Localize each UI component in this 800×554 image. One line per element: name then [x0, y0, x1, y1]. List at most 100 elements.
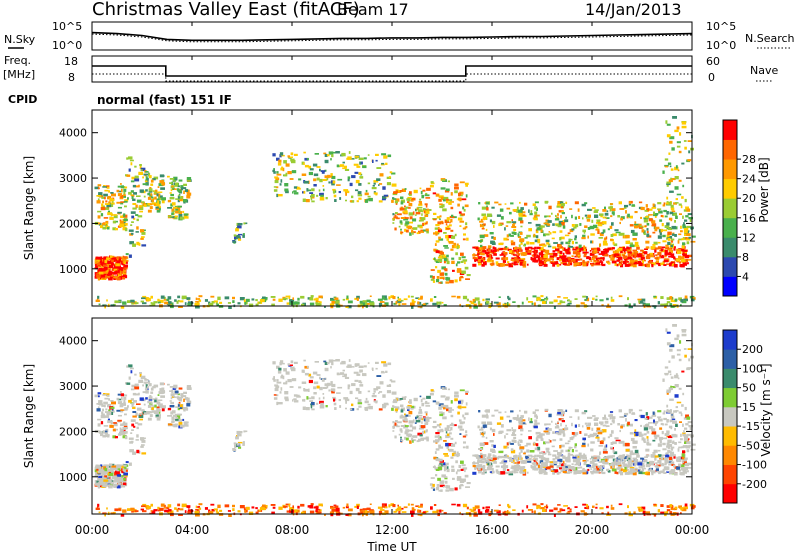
power-cell	[508, 264, 514, 268]
power-cell	[546, 242, 550, 245]
power-cell	[562, 252, 565, 256]
power-cell	[673, 213, 677, 216]
power-cell	[303, 180, 309, 184]
velocity-cell	[650, 454, 656, 458]
power-cell	[458, 256, 462, 260]
velocity-cell	[556, 424, 559, 428]
power-cell	[512, 222, 516, 225]
power-cell	[543, 255, 548, 259]
velocity-cell	[289, 386, 294, 388]
velocity-cell	[525, 456, 529, 459]
power-cell	[368, 197, 373, 202]
power-cell	[503, 252, 507, 255]
velocity-cell	[338, 399, 341, 402]
velocity-cell	[680, 467, 686, 471]
power-cell	[155, 206, 159, 209]
power-cell	[616, 263, 619, 267]
power-cell	[445, 223, 448, 226]
velocity-cell	[432, 488, 436, 491]
velocity-cell	[98, 479, 104, 483]
power-cell	[597, 257, 603, 260]
velocity-cell	[324, 361, 328, 365]
velocity-cell	[140, 375, 146, 380]
power-cell	[104, 267, 107, 271]
power-cell	[633, 255, 635, 258]
power-cell	[435, 250, 440, 254]
power-cell	[140, 237, 144, 240]
power-cell	[566, 251, 571, 255]
power-cell	[115, 261, 119, 265]
power-cell	[511, 231, 515, 235]
velocity-cell	[408, 410, 413, 415]
velocity-cell	[445, 442, 450, 447]
velocity-cell	[547, 453, 552, 456]
power-cell	[486, 205, 488, 209]
power-cell	[595, 298, 598, 301]
power-cell	[169, 197, 175, 200]
velocity-cell	[316, 385, 320, 389]
power-cell	[443, 261, 446, 264]
velocity-cell	[517, 464, 521, 467]
power-cell	[548, 205, 552, 210]
velocity-cell	[424, 411, 428, 414]
power-cell	[281, 166, 284, 170]
power-cell	[686, 262, 689, 265]
power-cell	[510, 241, 516, 246]
power-cell	[412, 232, 414, 235]
power-cell	[104, 203, 110, 205]
power-cell	[597, 223, 603, 227]
velocity-cell	[95, 472, 97, 475]
power-cell	[645, 303, 650, 307]
velocity-cell	[444, 398, 450, 401]
velocity-cell	[129, 367, 134, 370]
power-cell	[105, 275, 108, 278]
power-cell	[660, 262, 664, 266]
power-cell	[482, 223, 486, 226]
velocity-cell	[109, 472, 114, 476]
power-cell	[664, 158, 669, 161]
velocity-cell	[345, 400, 347, 404]
velocity-cell	[320, 402, 324, 405]
velocity-cell	[552, 454, 557, 457]
velocity-cell	[303, 388, 309, 392]
velocity-cell	[344, 373, 347, 376]
velocity-cell	[131, 384, 136, 388]
velocity-cell	[640, 470, 644, 473]
power-cell	[183, 201, 186, 204]
velocity-cell	[522, 460, 527, 464]
power-cell	[560, 255, 566, 259]
power-cell	[645, 263, 649, 266]
power-cell	[443, 256, 448, 259]
velocity-cell	[446, 433, 450, 436]
velocity-cell	[644, 424, 649, 426]
velocity-cell	[507, 471, 512, 474]
velocity-cell	[94, 468, 98, 473]
power-cell	[175, 215, 178, 218]
power-cell	[524, 202, 528, 206]
velocity-cell	[678, 441, 682, 444]
power-cell	[639, 300, 643, 304]
velocity-cell	[477, 464, 483, 468]
velocity-cell	[662, 448, 667, 451]
velocity-cell	[626, 457, 631, 462]
power-cell	[659, 228, 663, 232]
velocity-cell	[465, 434, 468, 437]
velocity-cell	[104, 467, 108, 472]
power-cell	[130, 180, 135, 183]
velocity-cell	[623, 456, 628, 459]
velocity-cell	[102, 394, 107, 396]
power-cell	[648, 214, 653, 216]
power-cell	[548, 231, 551, 233]
velocity-cell	[435, 432, 440, 435]
power-cell	[120, 195, 124, 198]
velocity-cell	[627, 455, 632, 458]
power-cell	[141, 232, 146, 235]
velocity-cell	[480, 461, 485, 464]
velocity-cell	[643, 441, 646, 443]
velocity-cell	[400, 404, 404, 407]
velocity-cell	[498, 411, 502, 414]
power-cell	[688, 236, 691, 239]
power-cell	[138, 206, 144, 210]
power-cell	[482, 247, 485, 251]
velocity-cell	[386, 390, 391, 394]
